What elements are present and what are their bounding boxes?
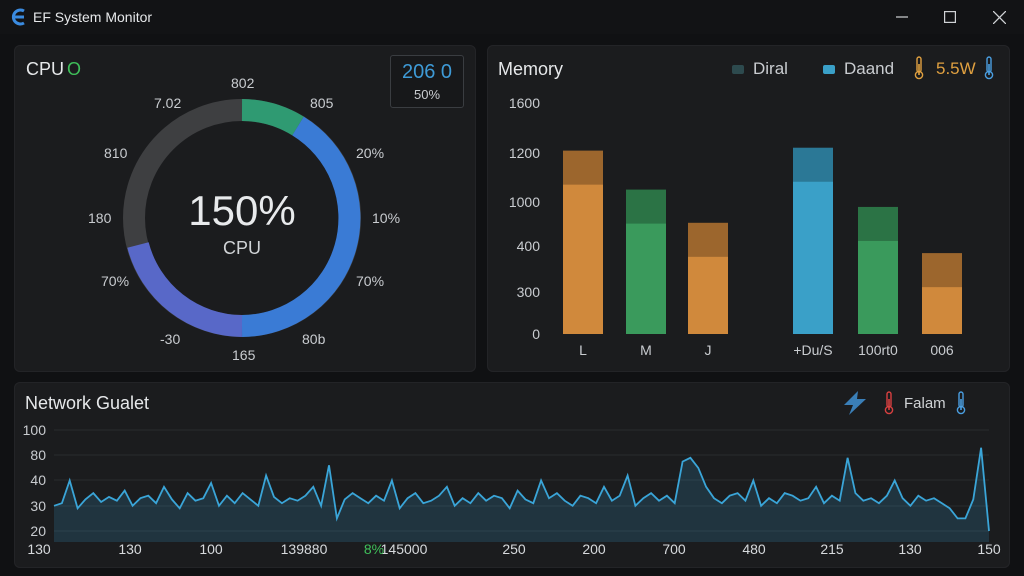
thermometer-icon [984, 56, 994, 80]
gauge-label: 70% [356, 273, 385, 289]
close-button[interactable] [976, 0, 1022, 34]
network-status-label: Falam [904, 395, 946, 412]
bar[interactable] [793, 147, 833, 334]
x-tick-label: J [705, 342, 712, 358]
cpu-badge: 206 0 50% [390, 55, 464, 108]
y-tick-label: 100 [23, 422, 47, 438]
cpu-panel: CPU O 206 0 50% 150% CPU 802 805 20% 10%… [14, 45, 476, 372]
bar-cap [563, 150, 603, 185]
y-tick-label: 300 [517, 284, 541, 300]
x-label-prefix: 8% [364, 541, 384, 557]
thermometer-icon [884, 391, 894, 415]
gauge-label: 20% [356, 145, 385, 161]
cpu-title: CPU [26, 59, 65, 79]
y-tick-label: 40 [30, 472, 46, 488]
cpu-center-label: CPU [222, 238, 261, 258]
legend-label: Diral [753, 59, 788, 78]
gauge-label: 80b [302, 331, 326, 347]
bar[interactable] [563, 150, 603, 334]
x-tick-label: 145000 [381, 541, 428, 557]
cpu-gauge-segment-violet [127, 241, 243, 337]
memory-panel: Memory Diral Daand 5.5W 1600 1200 1000 400 3… [487, 45, 1010, 372]
gauge-label: 180 [88, 210, 112, 226]
thermometer-icon [914, 56, 924, 80]
y-tick-label: 20 [30, 523, 46, 539]
cpu-status-indicator: O [67, 59, 82, 79]
gauge-label: 810 [104, 145, 128, 161]
lightning-icon[interactable] [840, 390, 870, 416]
network-line-chart: 100 80 40 30 20 130 130 100 139880 145000 250 200 70… [23, 422, 1001, 557]
legend-label: Daand [844, 59, 895, 78]
y-tick-label: 0 [532, 326, 540, 342]
title-bar: EF System Monitor [0, 0, 1024, 34]
y-tick-label: 80 [30, 447, 46, 463]
gauge-label: 165 [232, 347, 256, 363]
gauge-label: 10% [372, 210, 401, 226]
x-tick-label: 130 [27, 541, 51, 557]
bar-cap [858, 206, 898, 241]
x-tick-label: 215 [820, 541, 844, 557]
cpu-badge-value: 206 0 [401, 61, 453, 83]
x-tick-label: 130 [898, 541, 922, 557]
network-area [54, 447, 989, 542]
legend-swatch [732, 64, 744, 74]
maximize-button[interactable] [927, 0, 973, 34]
bar[interactable] [858, 206, 898, 334]
x-tick-label: +Du/S [793, 342, 832, 358]
bar-cap [793, 147, 833, 182]
minimize-icon [896, 16, 908, 18]
bar[interactable] [688, 222, 728, 334]
gauge-label: 802 [231, 75, 255, 91]
x-tick-label: 130 [118, 541, 142, 557]
legend-item-diral: Diral [732, 59, 788, 79]
gauge-label: 805 [310, 95, 334, 111]
cpu-gauge-segment-green [241, 99, 304, 136]
memory-title: Memory [498, 59, 564, 79]
x-tick-label: 700 [662, 541, 686, 557]
thermometer-icon [956, 391, 966, 415]
legend-item-daand: Daand [823, 59, 894, 79]
x-tick-label: 250 [502, 541, 526, 557]
cpu-badge-sub: 50% [413, 87, 441, 102]
y-tick-label: 30 [30, 498, 46, 514]
gauge-label: -30 [160, 331, 181, 347]
network-panel: Network Gualet Falam 100 80 40 30 20 130 130 10… [14, 382, 1010, 568]
x-tick-label: L [579, 342, 587, 358]
x-tick-label: 139880 [281, 541, 328, 557]
bar[interactable] [922, 253, 962, 334]
bar[interactable] [626, 189, 666, 334]
gauge-label: 7.02 [154, 95, 182, 111]
network-series-line [53, 447, 990, 532]
x-tick-label: 150 [977, 541, 1001, 557]
y-tick-label: 1000 [509, 194, 540, 210]
gauge-label: 70% [101, 273, 130, 289]
maximize-icon [944, 11, 956, 23]
minimize-button[interactable] [879, 0, 925, 34]
close-icon [992, 10, 1006, 24]
network-title: Network Gualet [25, 393, 150, 413]
x-tick-label: 200 [582, 541, 606, 557]
x-tick-label: 480 [742, 541, 766, 557]
cpu-gauge-segment-blue [241, 116, 361, 337]
legend-swatch [823, 64, 835, 74]
x-tick-label: M [640, 342, 652, 358]
x-tick-label: 100rt0 [858, 342, 898, 358]
memory-bar-chart: 1600 1200 1000 400 300 0 L M J +Du/S 100rt0 006 [509, 95, 962, 358]
x-tick-label: 006 [930, 342, 954, 358]
bar-cap [626, 189, 666, 224]
app-logo-icon [11, 8, 25, 26]
x-tick-label: 100 [199, 541, 223, 557]
window-title: EF System Monitor [33, 9, 153, 25]
cpu-gauge [123, 99, 361, 337]
bar-cap [688, 222, 728, 257]
cpu-center-value: 150% [188, 187, 296, 234]
memory-power-value: 5.5W [936, 59, 976, 78]
bar-cap [922, 253, 962, 288]
y-tick-label: 1600 [509, 95, 540, 111]
y-tick-label: 1200 [509, 145, 540, 161]
y-tick-label: 400 [517, 238, 541, 254]
